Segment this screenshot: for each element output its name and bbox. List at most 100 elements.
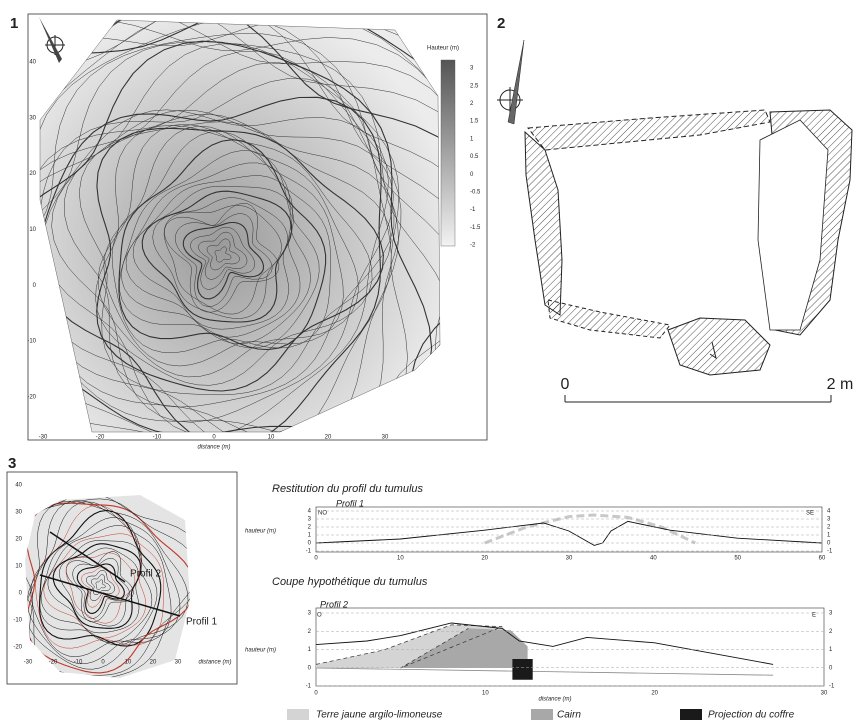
contour (119, 150, 320, 349)
legend-tick-label: -1.5 (470, 225, 481, 231)
x-tick-label: 10 (125, 660, 132, 666)
legend-tick-label: -1 (470, 207, 476, 213)
contour (40, 20, 440, 432)
plot-frame (315, 607, 825, 687)
y-tick-label: 1 (308, 533, 312, 539)
coffre (512, 659, 533, 680)
profile-line (49, 531, 126, 583)
contour (76, 563, 125, 614)
y-tick-label: 10 (15, 564, 22, 570)
color-bar (440, 59, 456, 247)
y-tick-label: 2 (829, 629, 833, 635)
contour (27, 500, 181, 665)
legend-tick-label: 2 (470, 101, 474, 107)
y-tick-label: 0 (829, 665, 833, 671)
legend-tick-label: 0.5 (470, 154, 479, 160)
y-tick-label: -1 (827, 549, 833, 555)
legend-swatch (287, 709, 309, 720)
x-tick-label: 20 (325, 435, 332, 441)
cairn-layer (400, 628, 528, 668)
hypothetical-line (315, 624, 503, 669)
contour (40, 50, 402, 432)
contour (125, 175, 301, 338)
scale-label: 0 (561, 376, 570, 393)
legend-swatch (531, 709, 553, 720)
panel-frame (27, 13, 488, 441)
contour (59, 547, 139, 627)
contour (95, 579, 106, 590)
profile-line (39, 574, 181, 617)
contour (51, 109, 394, 423)
x-tick-label: 20 (651, 691, 658, 697)
x-tick-label: 40 (650, 556, 657, 562)
compass (39, 17, 65, 63)
x-axis-label: distance (m) (197, 445, 230, 451)
contours (25, 495, 190, 678)
x-axis-label: distance (m) (538, 697, 571, 703)
contour (43, 533, 146, 639)
contour (90, 574, 111, 595)
x-tick-label: -30 (39, 435, 48, 441)
legend-tick-label: 1 (470, 136, 474, 142)
y-tick-label: 40 (15, 483, 22, 489)
x-tick-label: -10 (74, 660, 83, 666)
contour (52, 543, 142, 629)
arrow (709, 341, 717, 360)
contour (72, 558, 130, 619)
y-tick-label: -10 (27, 339, 36, 345)
contour (164, 203, 280, 313)
legend-tick-label: -0.5 (470, 189, 481, 195)
legend-label: Terre jaune argilo-limoneuse (316, 710, 443, 721)
contour (175, 213, 273, 307)
y-tick-label: 2 (308, 629, 312, 635)
y-tick-label: 30 (15, 510, 22, 516)
x-tick-label: 0 (314, 556, 318, 562)
y-tick-label: 1 (829, 647, 833, 653)
contour (40, 96, 382, 432)
y-tick-label: 2 (827, 525, 831, 531)
contour (40, 20, 440, 432)
contour (85, 569, 115, 601)
x-tick-label: 10 (268, 435, 275, 441)
x-tick-label: 0 (101, 660, 105, 666)
profile-name: Profil 1 (336, 498, 364, 508)
x-tick-label: 20 (150, 660, 157, 666)
chart-title: Coupe hypothétique du tumulus (272, 576, 428, 588)
height-map (39, 19, 441, 433)
y-tick-label: 3 (308, 611, 312, 617)
contour (65, 552, 136, 624)
profile-name: Profil 2 (320, 599, 348, 609)
legend-tick-label: 1.5 (470, 119, 479, 125)
y-tick-label: 0 (308, 541, 312, 547)
y-tick-label: -10 (13, 618, 22, 624)
legend-tick-label: 3 (470, 66, 474, 72)
contour (47, 540, 143, 634)
y-tick-label: 1 (827, 533, 831, 539)
legend-tick-label: -2 (470, 243, 476, 249)
y-axis-label: hauteur (m) (245, 529, 276, 535)
panel-label: 1 (10, 15, 18, 32)
y-tick-label: -1 (306, 684, 312, 690)
contour (132, 185, 294, 330)
y-tick-label: 4 (827, 509, 831, 515)
contour (35, 505, 164, 649)
x-tick-label: 30 (175, 660, 182, 666)
contour (39, 517, 158, 646)
x-tick-label: 10 (482, 691, 489, 697)
contour (121, 162, 311, 345)
contour (198, 231, 248, 280)
y-tick-label: 4 (308, 509, 312, 515)
y-tick-label: 30 (29, 115, 36, 121)
x-tick-label: 0 (212, 435, 216, 441)
y-tick-label: 0 (308, 665, 312, 671)
direction: NO (318, 511, 327, 517)
base-line (315, 667, 774, 676)
y-tick-label: -20 (27, 394, 36, 400)
contour (141, 190, 293, 323)
contour (40, 20, 440, 432)
x-tick-label: 0 (314, 691, 318, 697)
x-tick-label: 30 (382, 435, 389, 441)
y-tick-label: 40 (29, 60, 36, 66)
